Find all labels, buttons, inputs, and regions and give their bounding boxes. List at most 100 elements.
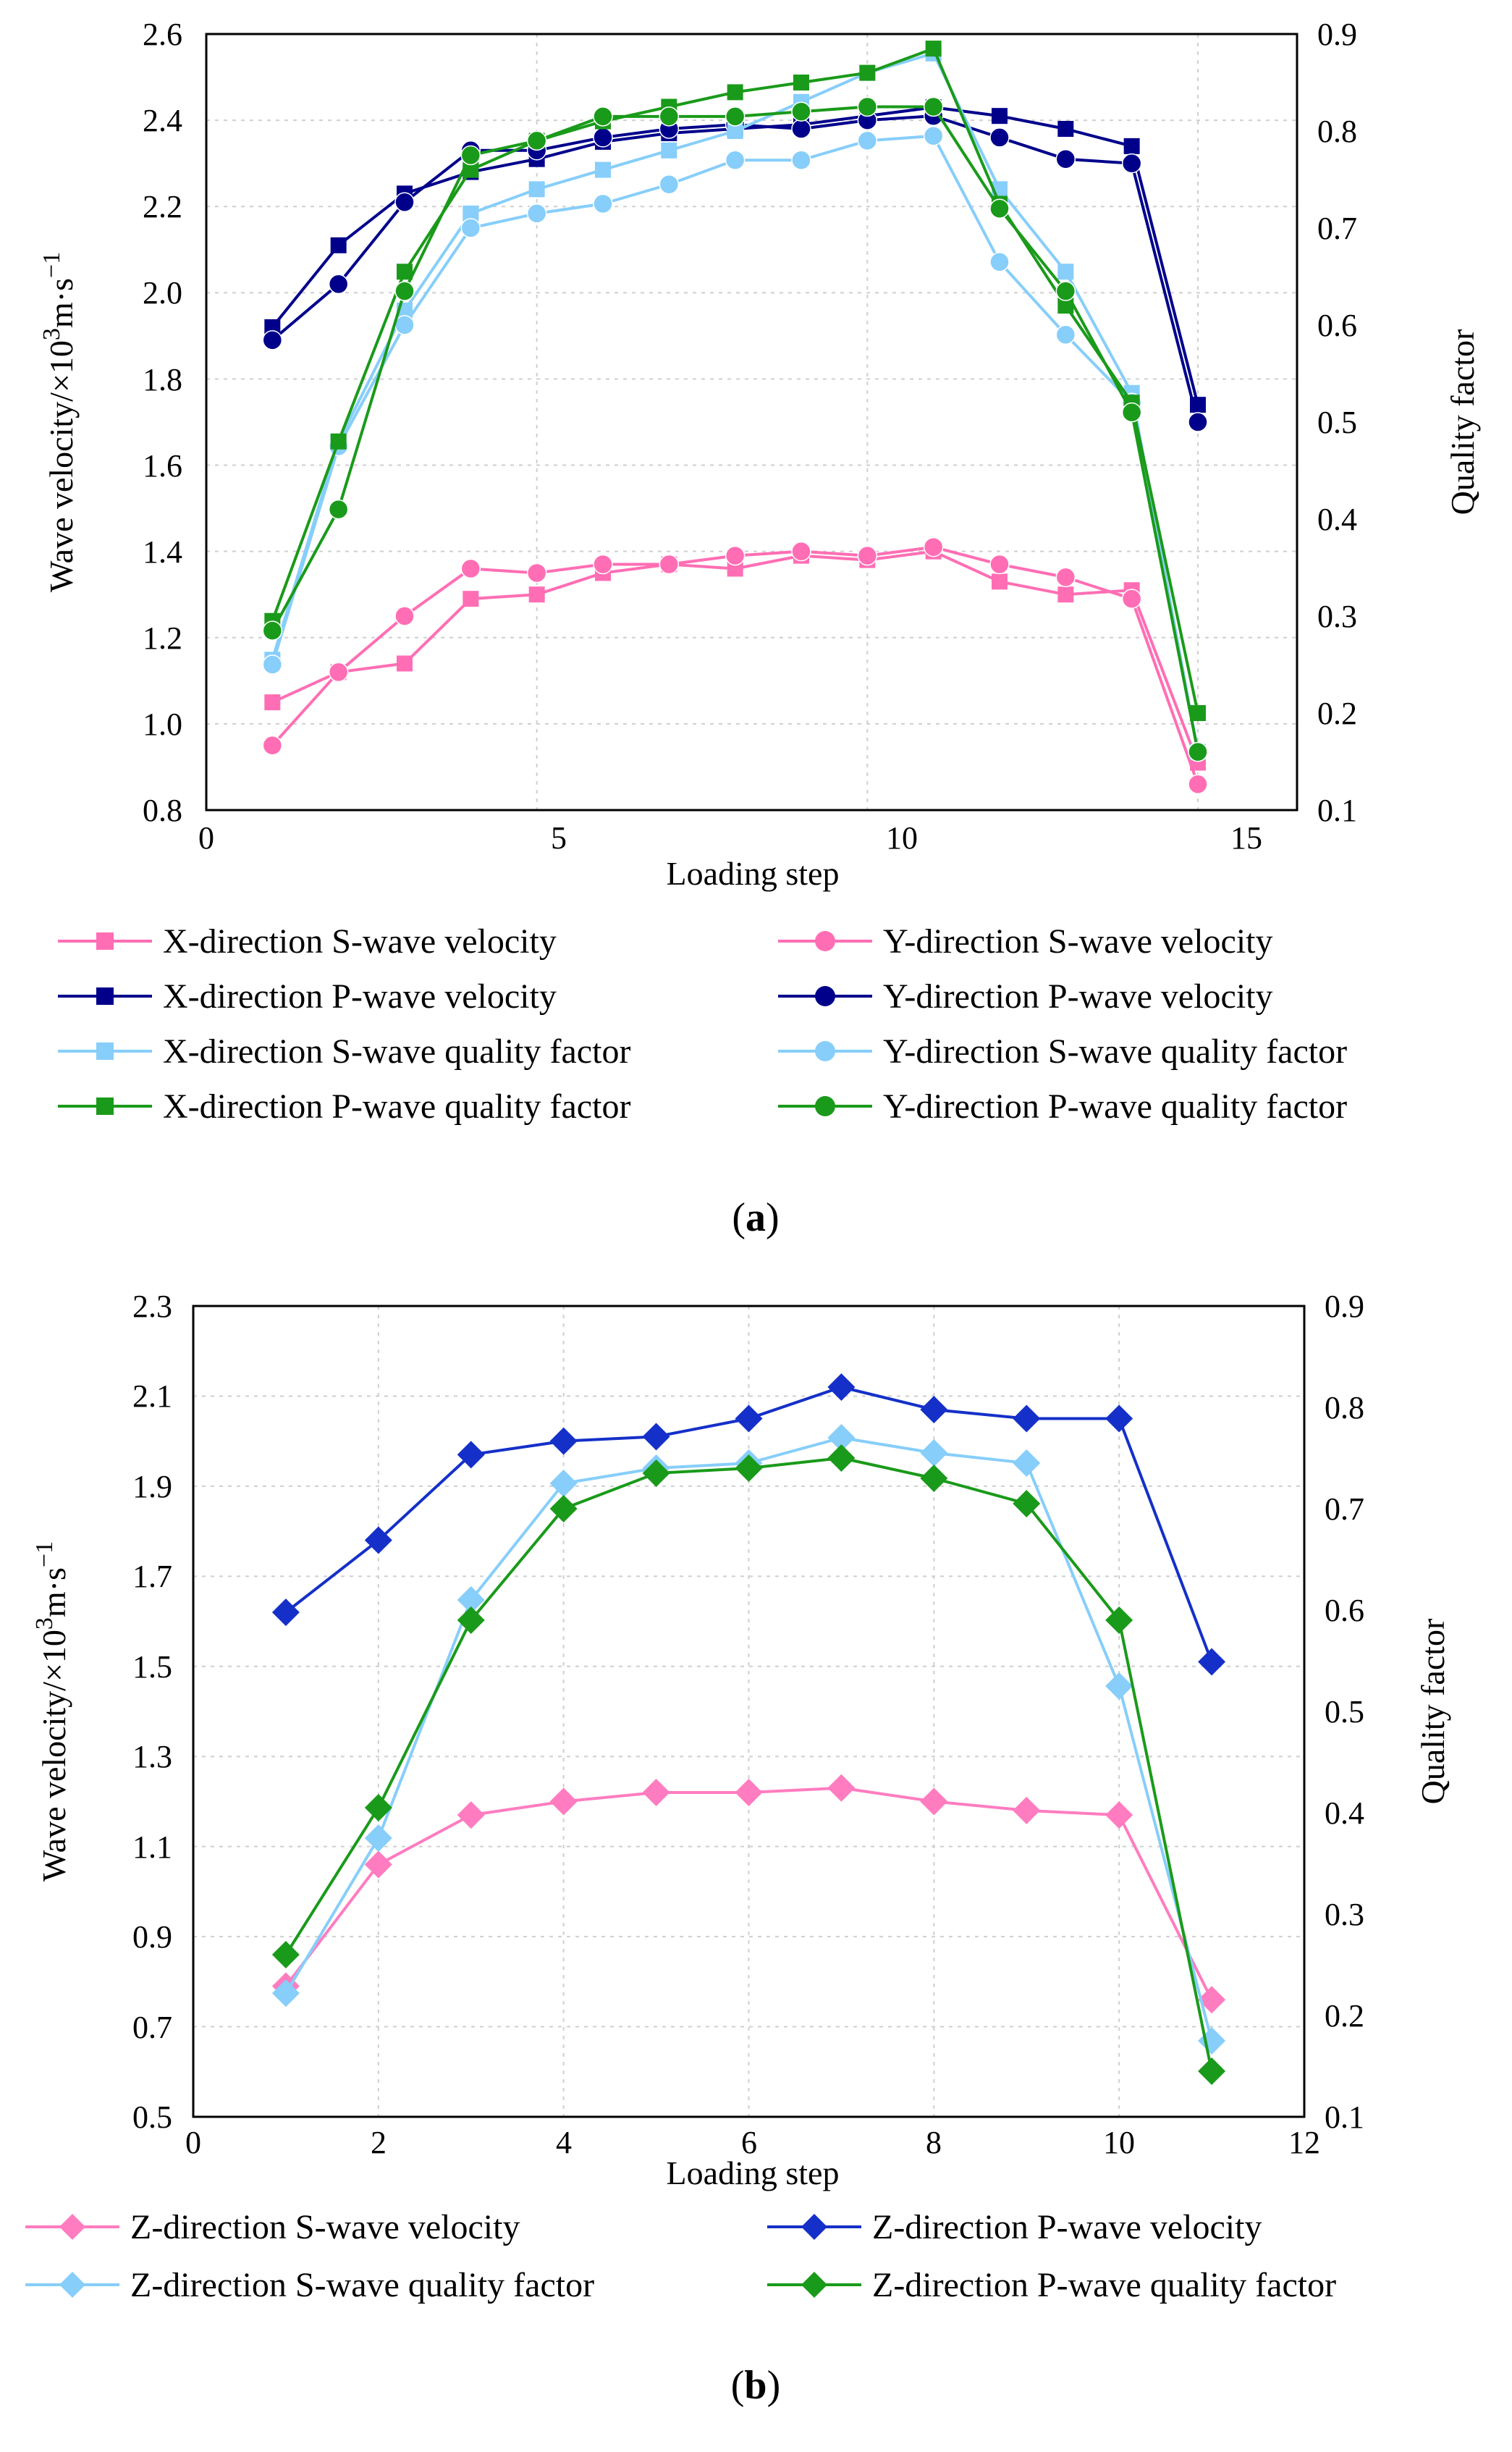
panel-a-y-axis-label: Wave velocity/×103m·s−1 [38, 252, 80, 592]
legend-label: X-direction P-wave quality factor [163, 1087, 630, 1126]
data-point [1190, 705, 1206, 721]
panel-b-xtick: 10 [1103, 2125, 1135, 2160]
data-point [460, 218, 481, 238]
panel-a-y2-axis-label: Quality factor [1444, 329, 1481, 515]
data-point [457, 1801, 485, 1829]
panel-b-ytick: 0.9 [132, 1919, 172, 1955]
data-point [725, 545, 746, 566]
legend-swatch-marker [815, 931, 835, 951]
data-point [528, 586, 545, 603]
panel-a-y2tick: 0.2 [1317, 696, 1357, 731]
data-point [727, 84, 743, 101]
panel-a-xtick: 15 [1230, 820, 1262, 856]
panel-a-legend: X-direction S-wave velocity Y-direction … [58, 922, 1347, 1126]
legend-item: Y-direction S-wave quality factor [778, 1032, 1347, 1071]
data-point [1198, 1648, 1226, 1676]
data-point [989, 252, 1010, 272]
data-point [1123, 138, 1140, 154]
data-point [394, 281, 415, 301]
data-point [1013, 1449, 1041, 1477]
legend-label: Y-direction P-wave quality factor [883, 1087, 1347, 1126]
data-point [857, 96, 878, 117]
data-point [328, 499, 349, 520]
legend-label: X-direction P-wave velocity [163, 977, 557, 1016]
legend-swatch-marker [96, 932, 114, 950]
panel-a-y2tick: 0.1 [1317, 793, 1357, 828]
legend-item: Y-direction P-wave velocity [778, 977, 1273, 1016]
data-point [463, 591, 479, 607]
data-point [1057, 298, 1074, 314]
panel-b-xtick: 12 [1288, 2125, 1320, 2160]
data-point [1121, 153, 1142, 174]
data-point [735, 1454, 763, 1482]
legend-swatch-marker [59, 2272, 85, 2298]
panel-a-ytick: 0.8 [143, 793, 182, 828]
data-point [397, 655, 413, 672]
data-point [920, 1787, 948, 1816]
data-point [735, 1404, 763, 1433]
data-point [1198, 2057, 1226, 2085]
panel-a-xtick: 0 [198, 820, 214, 856]
legend-item: Y-direction S-wave velocity [778, 922, 1273, 961]
panel-a-ytick: 2.6 [143, 17, 182, 52]
data-point [262, 735, 283, 756]
legend-label: Y-direction S-wave quality factor [883, 1032, 1347, 1071]
panel-b-xtick: 4 [556, 2125, 572, 2160]
data-point [992, 573, 1008, 590]
data-point [364, 1794, 392, 1821]
legend-item: X-direction P-wave quality factor [58, 1087, 630, 1126]
data-point [989, 198, 1010, 219]
data-point [1188, 774, 1208, 795]
data-point [271, 1941, 300, 1968]
panel-b-xtick: 8 [926, 2125, 942, 2160]
panel-b-series [271, 1373, 1226, 2085]
data-point [791, 150, 811, 170]
legend-item: Z-direction S-wave quality factor [25, 2266, 594, 2304]
legend-label: Z-direction P-wave quality factor [872, 2266, 1336, 2304]
data-point [526, 130, 547, 151]
legend-label: Z-direction S-wave quality factor [130, 2266, 594, 2304]
panel-a-ytick: 1.2 [143, 620, 182, 656]
panel-a-ytick: 2.0 [143, 275, 182, 311]
panel-b-xtick: 6 [741, 2125, 757, 2160]
panel-b-y2tick: 0.2 [1325, 1998, 1364, 2034]
data-point [642, 1779, 670, 1806]
data-point [1105, 1801, 1133, 1829]
panel-a-y2tick: 0.8 [1317, 114, 1357, 149]
data-point [460, 145, 481, 166]
panel-a-ytick: 1.0 [143, 707, 182, 742]
legend-item: Y-direction P-wave quality factor [778, 1087, 1347, 1126]
panel-a-xtick: 10 [886, 820, 918, 856]
panel-b-ytick: 0.7 [132, 2010, 172, 2045]
panel-a-y2tick: 0.5 [1317, 405, 1357, 440]
legend-swatch-marker [815, 986, 835, 1006]
data-point [642, 1423, 670, 1451]
data-point [1013, 1490, 1041, 1517]
data-point [262, 330, 283, 350]
panel-a-ytick: 1.6 [143, 448, 182, 484]
legend-label: Y-direction P-wave velocity [883, 977, 1273, 1016]
panel-b-y2tick: 0.5 [1325, 1694, 1364, 1730]
data-point [1121, 402, 1142, 423]
legend-label: Y-direction S-wave velocity [883, 922, 1273, 961]
data-point [791, 541, 811, 562]
data-point [593, 127, 613, 148]
panel-a-y2tick: 0.3 [1317, 599, 1357, 634]
legend-label: Z-direction P-wave velocity [872, 2208, 1262, 2246]
data-point [727, 123, 743, 139]
data-point [661, 142, 677, 159]
data-point [1188, 412, 1208, 432]
panel-b-y2tick: 0.4 [1325, 1795, 1364, 1831]
panel-b-ytick: 1.1 [132, 1829, 172, 1865]
data-point [925, 41, 942, 57]
panel-b-ytick: 1.7 [132, 1559, 172, 1594]
data-point [328, 274, 349, 295]
data-point [1055, 567, 1076, 588]
data-point [1057, 586, 1074, 603]
data-point [827, 1373, 856, 1401]
panel-b-ytick: 2.3 [132, 1289, 172, 1324]
data-point [791, 101, 811, 122]
data-point [271, 1979, 300, 2007]
panel-a-y2tick: 0.9 [1317, 17, 1357, 52]
